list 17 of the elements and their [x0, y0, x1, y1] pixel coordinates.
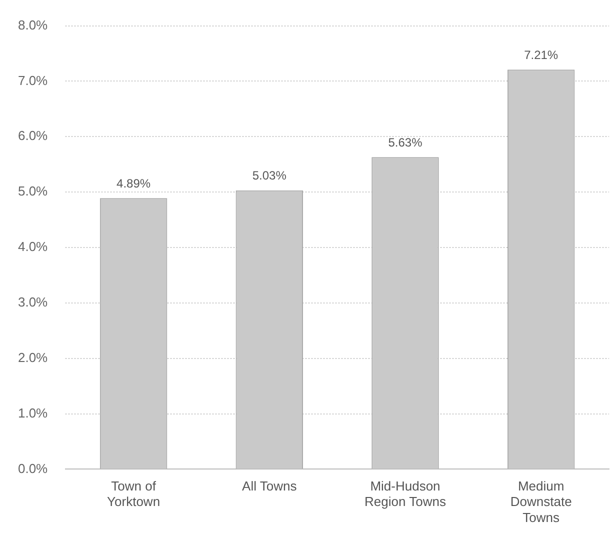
data-label: 7.21%	[524, 48, 558, 62]
y-tick-label: 4.0%	[18, 239, 48, 254]
y-tick-label: 5.0%	[18, 184, 48, 199]
y-tick-label: 3.0%	[18, 294, 48, 310]
x-tick-label: All Towns	[242, 478, 298, 494]
data-label: 4.89%	[116, 176, 151, 190]
x-tick-label: Town of Yorktown	[107, 478, 160, 510]
y-tick-label: 7.0%	[18, 72, 48, 88]
y-tick-label: 8.0%	[18, 17, 48, 32]
y-tick-label: 2.0%	[18, 350, 48, 365]
data-label: 5.03%	[252, 168, 287, 183]
data-label: 5.63%	[388, 135, 423, 150]
x-tick-label: Medium Downstate Towns	[510, 478, 572, 525]
y-tick-label: 1.0%	[18, 405, 48, 420]
x-tick-label: Mid-Hudson Region Towns	[364, 478, 446, 510]
y-tick-label: 0.0%	[18, 460, 48, 476]
y-tick-label: 6.0%	[18, 128, 48, 144]
